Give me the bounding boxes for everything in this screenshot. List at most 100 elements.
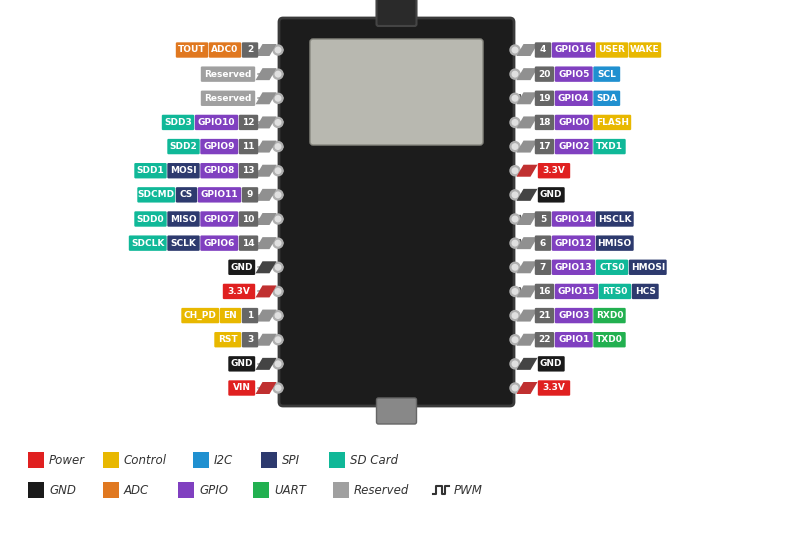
FancyBboxPatch shape <box>228 381 255 396</box>
FancyBboxPatch shape <box>555 332 592 348</box>
Polygon shape <box>256 334 276 345</box>
Circle shape <box>273 310 283 321</box>
Circle shape <box>510 142 520 151</box>
Text: 11: 11 <box>242 142 255 151</box>
Text: SDD3: SDD3 <box>164 118 192 127</box>
Text: PWM: PWM <box>454 483 483 496</box>
FancyBboxPatch shape <box>535 66 554 82</box>
Text: 3.3V: 3.3V <box>543 166 565 175</box>
Text: SDD0: SDD0 <box>137 215 164 224</box>
Circle shape <box>510 310 520 321</box>
Text: SDA: SDA <box>596 94 617 103</box>
Polygon shape <box>256 286 276 298</box>
Text: Reserved: Reserved <box>354 483 409 496</box>
Text: SPI: SPI <box>282 453 300 466</box>
Circle shape <box>510 286 520 296</box>
Polygon shape <box>516 68 538 80</box>
Polygon shape <box>256 237 276 249</box>
FancyBboxPatch shape <box>253 482 269 498</box>
Polygon shape <box>256 382 276 394</box>
FancyBboxPatch shape <box>242 42 258 58</box>
Circle shape <box>273 214 283 224</box>
Text: SDD1: SDD1 <box>137 166 165 175</box>
Text: WAKE: WAKE <box>630 45 660 54</box>
Circle shape <box>276 95 280 101</box>
FancyBboxPatch shape <box>209 42 242 58</box>
FancyBboxPatch shape <box>538 356 565 371</box>
Text: GND: GND <box>230 360 253 368</box>
Circle shape <box>276 168 280 174</box>
Circle shape <box>510 238 520 248</box>
Text: 13: 13 <box>242 166 255 175</box>
FancyBboxPatch shape <box>596 42 628 58</box>
FancyBboxPatch shape <box>593 115 631 130</box>
FancyBboxPatch shape <box>535 308 554 323</box>
Text: GPIO3: GPIO3 <box>558 311 589 320</box>
FancyBboxPatch shape <box>333 482 349 498</box>
FancyBboxPatch shape <box>200 211 238 227</box>
Circle shape <box>273 286 283 296</box>
Text: SDCLK: SDCLK <box>131 239 165 247</box>
FancyBboxPatch shape <box>593 139 626 154</box>
Polygon shape <box>516 334 538 345</box>
FancyBboxPatch shape <box>239 139 258 154</box>
Text: SCL: SCL <box>597 70 616 79</box>
Text: GPIO4: GPIO4 <box>558 94 589 103</box>
Circle shape <box>512 71 518 77</box>
Polygon shape <box>516 141 538 153</box>
FancyBboxPatch shape <box>329 452 345 468</box>
Text: HMOSI: HMOSI <box>630 263 664 272</box>
FancyBboxPatch shape <box>535 260 551 275</box>
Circle shape <box>510 359 520 369</box>
Polygon shape <box>516 213 538 225</box>
Text: MOSI: MOSI <box>170 166 197 175</box>
Circle shape <box>512 168 518 174</box>
Text: SDCMD: SDCMD <box>138 190 175 199</box>
Circle shape <box>512 95 518 101</box>
Text: 4: 4 <box>540 45 546 54</box>
Circle shape <box>512 47 518 53</box>
Text: GND: GND <box>230 263 253 272</box>
Polygon shape <box>256 44 276 56</box>
Circle shape <box>510 45 520 55</box>
Text: EN: EN <box>223 311 238 320</box>
Circle shape <box>510 335 520 345</box>
FancyBboxPatch shape <box>629 42 661 58</box>
Text: TXD1: TXD1 <box>596 142 623 151</box>
Text: VIN: VIN <box>233 384 251 392</box>
Text: 19: 19 <box>539 94 550 103</box>
Circle shape <box>512 289 518 294</box>
Text: GPIO14: GPIO14 <box>554 215 592 224</box>
Text: UART: UART <box>274 483 306 496</box>
Text: CH_PD: CH_PD <box>184 311 217 320</box>
Polygon shape <box>516 189 538 201</box>
Circle shape <box>512 385 518 391</box>
FancyBboxPatch shape <box>195 115 238 130</box>
FancyBboxPatch shape <box>242 187 258 203</box>
Circle shape <box>273 118 283 127</box>
FancyBboxPatch shape <box>593 66 620 82</box>
Circle shape <box>273 93 283 103</box>
FancyBboxPatch shape <box>535 115 554 130</box>
Circle shape <box>276 71 280 77</box>
Text: GPIO9: GPIO9 <box>204 142 235 151</box>
FancyBboxPatch shape <box>223 284 255 299</box>
Circle shape <box>273 238 283 248</box>
Polygon shape <box>256 92 276 104</box>
Text: 16: 16 <box>539 287 550 296</box>
FancyBboxPatch shape <box>310 39 483 145</box>
Text: 17: 17 <box>539 142 550 151</box>
Circle shape <box>512 361 518 367</box>
FancyBboxPatch shape <box>28 452 44 468</box>
Text: 9: 9 <box>247 190 253 199</box>
FancyBboxPatch shape <box>535 236 551 251</box>
Circle shape <box>510 93 520 103</box>
Text: 1: 1 <box>247 311 253 320</box>
FancyBboxPatch shape <box>228 260 255 275</box>
FancyBboxPatch shape <box>535 91 554 106</box>
Polygon shape <box>256 165 276 177</box>
FancyBboxPatch shape <box>596 260 628 275</box>
FancyBboxPatch shape <box>176 187 197 203</box>
FancyBboxPatch shape <box>261 452 277 468</box>
FancyBboxPatch shape <box>596 211 634 227</box>
